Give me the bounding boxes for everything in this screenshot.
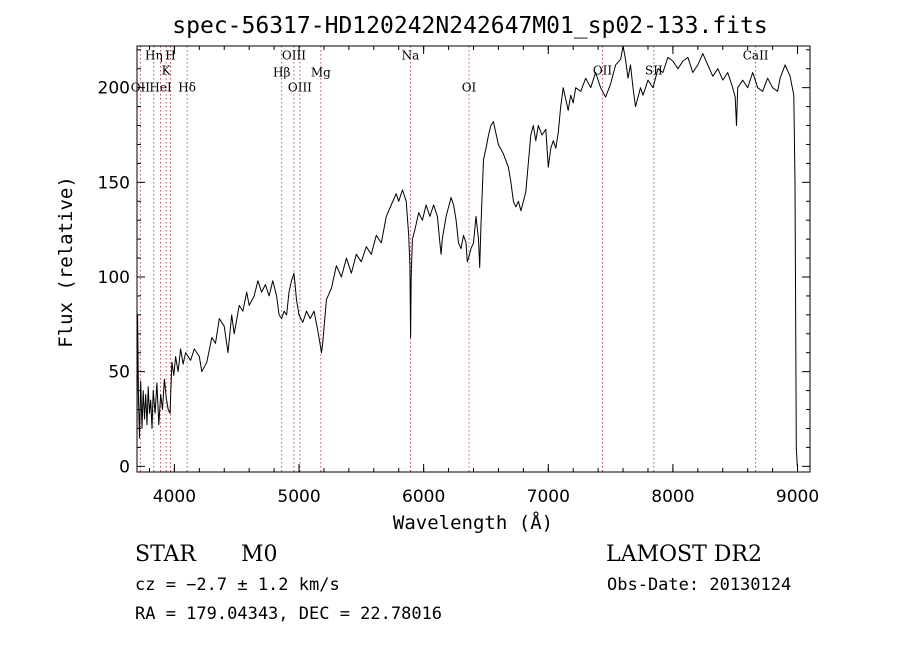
x-tick-label-0: 4000 — [153, 487, 196, 507]
line-label-6: Hβ — [273, 65, 290, 79]
line-label-12: OII — [593, 63, 613, 77]
y-tick-label-4: 200 — [98, 79, 130, 99]
x-tick-label-2: 6000 — [402, 487, 445, 507]
x-tick-label-5: 9000 — [776, 487, 819, 507]
line-label-2: HeI — [149, 80, 172, 94]
line-label-10: Na — [402, 48, 420, 62]
chart-title: spec-56317-HD120242N242647M01_sp02-133.f… — [172, 13, 767, 39]
object-class: STAR — [135, 542, 197, 567]
x-tick-label-1: 5000 — [277, 487, 320, 507]
line-label-11: OI — [462, 80, 477, 94]
line-label-5: Hδ — [178, 80, 196, 94]
observation-date: Obs-Date: 20130124 — [607, 575, 791, 595]
x-tick-label-4: 8000 — [651, 487, 694, 507]
coordinates: RA = 179.04343, DEC = 22.78016 — [135, 604, 442, 624]
y-axis-label: Flux (relative) — [55, 176, 77, 348]
x-axis-ticks: 4000 5000 6000 7000 8000 9000 — [148, 46, 819, 507]
line-label-3: K — [162, 63, 172, 77]
y-tick-label-0: 0 — [119, 457, 130, 477]
x-axis-label: Wavelength (Å) — [393, 511, 553, 534]
x-tick-label-3: 7000 — [527, 487, 570, 507]
line-markers — [139, 46, 757, 472]
y-tick-label-3: 150 — [98, 173, 130, 193]
y-tick-label-2: 100 — [98, 268, 130, 288]
object-subclass: M0 — [241, 542, 278, 567]
redshift-cz: cz = −2.7 ± 1.2 km/s — [135, 575, 340, 595]
line-label-9: Mg — [311, 65, 331, 79]
line-label-1: Hη — [145, 48, 163, 62]
line-label-8: OIII — [288, 80, 312, 94]
spectrum-line-0 — [136, 45, 798, 467]
line-label-13: SII — [645, 63, 663, 77]
plot-frame — [136, 45, 811, 473]
y-axis-ticks: 0 50 100 150 200 — [98, 49, 810, 477]
line-label-14: CaII — [743, 48, 769, 62]
survey-name: LAMOST DR2 — [606, 542, 762, 567]
spectrum-layer — [136, 45, 798, 467]
line-label-7: OIII — [282, 48, 306, 62]
y-tick-label-1: 50 — [108, 363, 130, 383]
line-label-4: H — [165, 48, 175, 62]
